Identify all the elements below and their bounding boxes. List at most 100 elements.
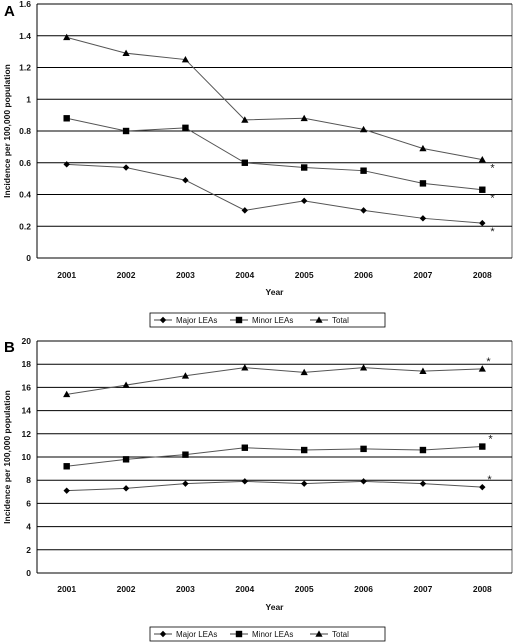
data-point	[241, 364, 249, 371]
series-line	[66, 163, 483, 224]
data-point	[122, 381, 130, 388]
data-point	[122, 127, 130, 135]
data-point	[63, 463, 70, 470]
legend-entry: Total	[310, 316, 349, 325]
data-point	[63, 161, 70, 168]
data-point	[478, 155, 486, 163]
data-point	[63, 390, 71, 398]
significance-star: *	[490, 163, 495, 175]
data-point	[360, 207, 367, 214]
x-tick-label: 2007	[413, 270, 432, 280]
data-point	[241, 207, 249, 214]
y-tick-label: 0.8	[19, 126, 31, 136]
x-axis-title: Year	[266, 287, 285, 297]
data-point	[300, 114, 308, 122]
series-minor-leas: *	[63, 434, 493, 470]
legend-entry: Minor LEAs	[230, 316, 293, 325]
y-tick-label: 16	[22, 382, 32, 392]
data-point	[419, 367, 427, 374]
data-point	[479, 219, 486, 227]
significance-star: *	[490, 226, 495, 238]
data-point	[479, 443, 486, 450]
data-point	[479, 483, 486, 491]
data-point	[479, 186, 486, 193]
y-tick-label: 0	[26, 253, 31, 263]
chart-panel-b: B 0 2 4 6 8 10 12 14 16 18 20 Incidence per 100,000 …	[2, 336, 513, 642]
y-tick-label: 0.6	[19, 158, 31, 168]
significance-star: *	[490, 193, 495, 205]
data-point	[122, 164, 130, 171]
significance-star: *	[486, 356, 491, 368]
legend-marker	[159, 316, 167, 324]
panel-label: B	[4, 339, 15, 356]
legend-label: Minor LEAs	[252, 316, 293, 325]
series-line	[66, 36, 483, 161]
y-tick-label: 0	[26, 568, 31, 578]
x-tick-label: 2001	[57, 270, 76, 280]
data-point	[241, 159, 249, 166]
data-point	[182, 124, 189, 132]
data-point	[241, 116, 249, 123]
data-point	[300, 480, 308, 487]
x-tick-label: 2003	[176, 584, 195, 594]
legend: Major LEAs Minor LEAs Total	[149, 312, 386, 328]
legend-box	[149, 312, 386, 328]
y-tick-label: 0.2	[19, 221, 31, 231]
x-tick-label: 2003	[176, 270, 195, 280]
x-tick-label: 2008	[473, 270, 492, 280]
data-point	[300, 164, 308, 171]
data-point	[419, 180, 427, 187]
data-point	[360, 167, 367, 174]
x-tick-label: 2002	[117, 270, 136, 280]
data-point	[300, 368, 308, 376]
legend-label: Total	[332, 630, 349, 639]
y-axis-title: Incidence per 100,000 population	[2, 390, 12, 524]
data-point	[419, 215, 427, 222]
series-total: *	[63, 356, 491, 398]
series-line	[66, 367, 483, 395]
data-point	[419, 144, 427, 152]
x-tick-label: 2001	[57, 584, 76, 594]
data-point	[360, 478, 367, 485]
x-tick-label: 2002	[117, 584, 136, 594]
legend-entry: Total	[310, 630, 349, 639]
series-line	[66, 480, 483, 492]
data-point	[419, 446, 427, 454]
data-point	[181, 372, 190, 379]
data-point	[182, 451, 189, 458]
data-point	[241, 444, 249, 451]
significance-star: *	[487, 474, 492, 486]
data-point	[122, 456, 130, 463]
y-tick-label: 6	[26, 498, 31, 508]
legend-label: Major LEAs	[176, 630, 217, 639]
data-point	[300, 197, 308, 205]
x-tick-label: 2005	[295, 584, 314, 594]
y-tick-label: 1	[26, 94, 31, 104]
y-tick-label: 2	[26, 545, 31, 555]
data-point	[300, 446, 308, 454]
series-total: *	[63, 33, 495, 175]
y-tick-label: 14	[22, 406, 32, 416]
series-major-leas: *	[63, 161, 495, 238]
y-tick-label: 0.4	[19, 190, 31, 200]
y-tick-label: 1.2	[19, 63, 31, 73]
legend-label: Major LEAs	[176, 316, 217, 325]
x-tick-label: 2006	[354, 270, 373, 280]
series-line	[66, 117, 483, 191]
legend-box	[149, 626, 386, 642]
x-tick-label: 2004	[235, 584, 254, 594]
data-point	[359, 364, 368, 371]
legend: Major LEAs Minor LEAs Total	[149, 626, 386, 642]
y-tick-label: 8	[26, 475, 31, 485]
y-tick-label: 18	[22, 359, 32, 369]
significance-star: *	[488, 434, 493, 446]
legend-marker	[315, 316, 323, 323]
data-point	[122, 49, 130, 57]
x-axis-title: Year	[266, 602, 285, 612]
data-point	[63, 115, 70, 122]
y-tick-label: 4	[26, 522, 31, 532]
series-major-leas: *	[63, 474, 492, 494]
y-tick-label: 1.6	[19, 0, 31, 9]
legend-marker	[159, 630, 167, 638]
